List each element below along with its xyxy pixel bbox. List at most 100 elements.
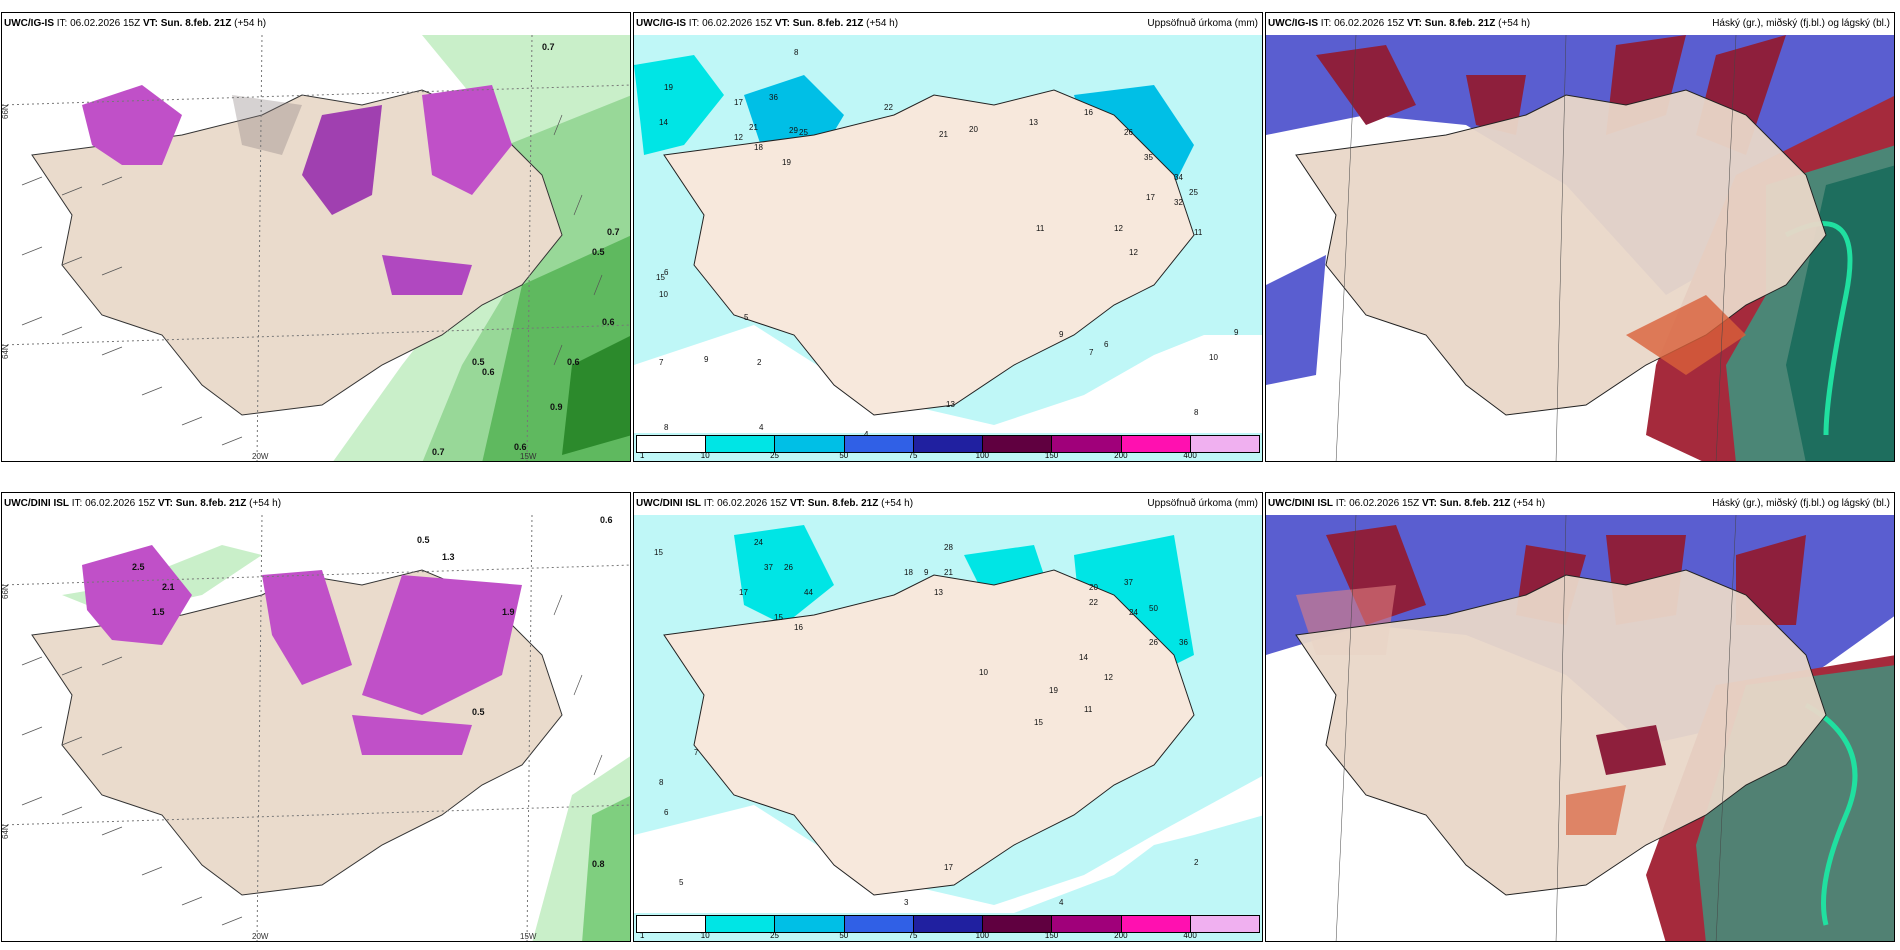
- cloud-panel-dini: UWC/DINI ISL IT: 06.02.2026 15Z VT: Sun.…: [1265, 492, 1895, 942]
- svg-text:7: 7: [694, 748, 699, 757]
- svg-text:2: 2: [757, 358, 762, 367]
- svg-text:20: 20: [1089, 583, 1098, 592]
- svg-text:2: 2: [1194, 858, 1199, 867]
- svg-text:21: 21: [944, 568, 953, 577]
- corner-label: 0.7: [542, 42, 555, 52]
- svg-text:0.6: 0.6: [602, 317, 615, 327]
- panel-header: UWC/DINI ISL IT: 06.02.2026 15Z VT: Sun.…: [1266, 493, 1894, 515]
- colorbar: [636, 435, 1260, 453]
- svg-text:26: 26: [1149, 638, 1158, 647]
- svg-text:22: 22: [884, 103, 893, 112]
- svg-text:16: 16: [794, 623, 803, 632]
- svg-text:15W: 15W: [520, 452, 537, 461]
- svg-text:34: 34: [1174, 173, 1183, 182]
- svg-text:15: 15: [654, 548, 663, 557]
- svg-text:4: 4: [759, 423, 764, 432]
- svg-text:8: 8: [1194, 408, 1199, 417]
- svg-text:21: 21: [939, 130, 948, 139]
- svg-text:6: 6: [1104, 340, 1109, 349]
- svg-text:24: 24: [1129, 608, 1138, 617]
- svg-text:0.6: 0.6: [600, 515, 613, 525]
- svg-text:11: 11: [1084, 705, 1093, 714]
- svg-text:17: 17: [1146, 193, 1155, 202]
- svg-text:12: 12: [1104, 673, 1113, 682]
- panel-header: UWC/DINI ISL IT: 06.02.2026 15Z VT: Sun.…: [2, 493, 630, 515]
- svg-text:19: 19: [664, 83, 673, 92]
- precip-panel-dini: UWC/DINI ISL IT: 06.02.2026 15Z VT: Sun.…: [633, 492, 1263, 942]
- svg-text:0.5: 0.5: [472, 357, 485, 367]
- svg-text:20W: 20W: [252, 932, 269, 941]
- cloud-map-dini: [1266, 515, 1894, 941]
- svg-text:19: 19: [782, 158, 791, 167]
- svg-text:12: 12: [1129, 248, 1138, 257]
- svg-text:10: 10: [1209, 353, 1218, 362]
- svg-text:4: 4: [864, 430, 869, 439]
- svg-text:12: 12: [1114, 224, 1123, 233]
- svg-text:44: 44: [804, 588, 813, 597]
- svg-text:50: 50: [1149, 604, 1158, 613]
- svg-text:9: 9: [1234, 328, 1239, 337]
- svg-text:13: 13: [1029, 118, 1038, 127]
- svg-text:24: 24: [754, 538, 763, 547]
- svg-text:8: 8: [659, 778, 664, 787]
- svg-text:14: 14: [659, 118, 668, 127]
- svg-text:35: 35: [1144, 153, 1153, 162]
- svg-text:17: 17: [944, 863, 953, 872]
- svg-text:4: 4: [1059, 898, 1064, 907]
- svg-text:25: 25: [799, 128, 808, 137]
- svg-text:15W: 15W: [520, 932, 537, 941]
- svg-text:9: 9: [1059, 330, 1064, 339]
- snow-map-ig: 0.7 0.7 0.5 0.6 0.5 0.9 0.6 0.6 0.7 0.6 …: [2, 35, 630, 461]
- svg-text:15: 15: [656, 273, 665, 282]
- svg-text:22: 22: [1089, 598, 1098, 607]
- snow-panel-dini: UWC/DINI ISL IT: 06.02.2026 15Z VT: Sun.…: [1, 492, 631, 942]
- svg-text:0.9: 0.9: [550, 402, 563, 412]
- cloud-map-ig: [1266, 35, 1894, 461]
- svg-text:15: 15: [774, 613, 783, 622]
- svg-text:2.1: 2.1: [162, 582, 175, 592]
- svg-text:1.3: 1.3: [442, 552, 455, 562]
- svg-text:8: 8: [664, 423, 669, 432]
- svg-text:64N: 64N: [2, 344, 10, 359]
- svg-text:13: 13: [946, 400, 955, 409]
- svg-text:6: 6: [664, 268, 669, 277]
- snow-map-dini: 0.5 2.5 2.1 1.9 1.5 0.8 1.3 0.6 0.5 66N …: [2, 515, 630, 941]
- svg-text:12: 12: [734, 133, 743, 142]
- svg-text:0.5: 0.5: [472, 707, 485, 717]
- svg-text:18: 18: [754, 143, 763, 152]
- colorbar: [636, 915, 1260, 933]
- precip-map-ig: 19 14 8 17 36 29 25 21 12 21 20 18 19 22…: [634, 35, 1262, 461]
- svg-text:11: 11: [1194, 228, 1203, 237]
- colorbar-ticks: 1 10 25 50 75 100 150 200 400: [640, 931, 1197, 940]
- svg-text:66N: 66N: [2, 584, 10, 599]
- svg-text:1.9: 1.9: [502, 607, 515, 617]
- precip-map-dini: 15 24 37 26 17 44 15 16 20 22 24 37 50 3…: [634, 515, 1262, 941]
- svg-text:7: 7: [1089, 348, 1094, 357]
- svg-text:64N: 64N: [2, 824, 10, 839]
- svg-text:26: 26: [1124, 128, 1133, 137]
- svg-text:29: 29: [789, 126, 798, 135]
- svg-text:2.5: 2.5: [132, 562, 145, 572]
- svg-text:11: 11: [1036, 224, 1045, 233]
- svg-text:32: 32: [1174, 198, 1183, 207]
- svg-text:16: 16: [1084, 108, 1093, 117]
- svg-text:14: 14: [1079, 653, 1088, 662]
- svg-text:0.5: 0.5: [417, 535, 430, 545]
- svg-text:37: 37: [764, 563, 773, 572]
- svg-text:10: 10: [659, 290, 668, 299]
- svg-text:20W: 20W: [252, 452, 269, 461]
- svg-text:36: 36: [1179, 638, 1188, 647]
- svg-text:17: 17: [734, 98, 743, 107]
- svg-text:66N: 66N: [2, 104, 10, 119]
- svg-text:9: 9: [704, 355, 709, 364]
- panel-header: UWC/IG-IS IT: 06.02.2026 15Z VT: Sun. 8.…: [2, 13, 630, 35]
- svg-text:20: 20: [969, 125, 978, 134]
- svg-text:6: 6: [664, 808, 669, 817]
- svg-text:0.7: 0.7: [432, 447, 445, 457]
- svg-text:0.6: 0.6: [482, 367, 495, 377]
- svg-text:7: 7: [659, 358, 664, 367]
- svg-text:10: 10: [979, 668, 988, 677]
- svg-text:36: 36: [769, 93, 778, 102]
- svg-text:1.5: 1.5: [152, 607, 165, 617]
- svg-text:3: 3: [904, 898, 909, 907]
